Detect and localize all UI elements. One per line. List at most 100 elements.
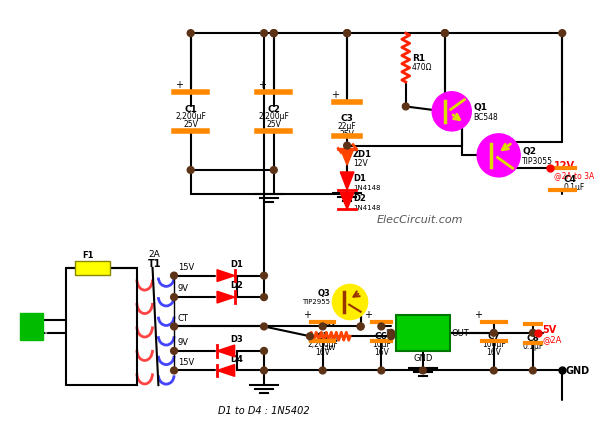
Text: 25V: 25V [266,120,281,129]
Circle shape [271,31,277,37]
Circle shape [432,92,471,132]
Text: 100μF: 100μF [482,339,506,348]
Text: D3: D3 [230,334,243,343]
Circle shape [307,333,313,340]
Text: IN: IN [385,329,394,338]
Text: 15V: 15V [178,357,194,366]
Text: ElecCircuit.com: ElecCircuit.com [377,215,464,224]
Text: 0.1μF: 0.1μF [563,183,584,192]
Text: 12V: 12V [554,161,575,171]
Circle shape [357,323,364,330]
Text: 25V: 25V [340,129,355,138]
Text: 2A: 2A [149,250,160,258]
Text: @2A: @2A [542,335,562,344]
Polygon shape [340,149,354,166]
Text: T1: T1 [148,258,161,268]
Text: 5V: 5V [542,324,557,334]
Text: D2: D2 [353,194,366,203]
Bar [396,315,450,351]
Text: +: + [175,80,183,89]
Bar [20,313,43,341]
Text: TIP2955: TIP2955 [302,298,331,304]
Text: R2: R2 [324,319,336,329]
Circle shape [529,367,536,374]
Circle shape [271,31,277,37]
Text: C4: C4 [563,174,576,183]
Text: 9V: 9V [178,337,189,346]
Circle shape [332,285,368,320]
Circle shape [442,31,448,37]
Polygon shape [217,365,235,376]
Text: C2: C2 [268,104,280,113]
Text: C8: C8 [526,334,539,343]
Text: C6: C6 [375,332,388,341]
Text: +: + [258,80,266,89]
Polygon shape [217,292,235,303]
Text: 2,200μF: 2,200μF [307,339,338,348]
Bar [75,261,110,275]
Circle shape [403,104,409,111]
Text: +: + [303,309,311,319]
Text: ZD1: ZD1 [353,150,372,159]
Text: @2A to 3A: @2A to 3A [554,171,595,180]
Text: 117V/230V: 117V/230V [14,329,49,334]
Text: D4: D4 [230,354,243,363]
Circle shape [319,367,326,374]
Text: C5: C5 [316,332,329,341]
Text: 22μF: 22μF [338,122,356,131]
Circle shape [477,135,520,178]
Text: OUT: OUT [452,329,469,338]
Circle shape [559,31,566,37]
Circle shape [260,294,268,301]
Text: AC in: AC in [20,319,43,328]
Text: BC548: BC548 [473,113,498,121]
Text: +: + [364,309,371,319]
Polygon shape [340,193,354,210]
Circle shape [170,367,178,374]
Circle shape [344,143,350,150]
Text: D1: D1 [353,174,366,183]
Polygon shape [217,270,235,282]
Circle shape [260,273,268,280]
Circle shape [260,367,268,374]
Circle shape [357,323,364,330]
Circle shape [187,167,194,174]
Text: 12V: 12V [353,159,368,168]
Text: Q1: Q1 [473,103,487,112]
Text: 1A Fuse: 1A Fuse [74,260,102,266]
Circle shape [260,323,268,330]
Circle shape [319,323,326,330]
Text: 10μF: 10μF [372,339,391,348]
Text: +: + [331,89,340,99]
Circle shape [442,31,448,37]
Circle shape [388,333,395,340]
Circle shape [529,330,536,336]
Text: 16V: 16V [487,347,501,356]
Circle shape [170,323,178,330]
Text: 1N4148: 1N4148 [353,204,380,210]
Circle shape [344,31,350,37]
Text: D1 to D4 : 1N5402: D1 to D4 : 1N5402 [218,405,310,415]
Text: 2,200μF: 2,200μF [175,112,206,121]
Circle shape [170,294,178,301]
Text: 1W: 1W [325,344,335,350]
Text: TIP3055: TIP3055 [522,157,553,166]
Text: Q2: Q2 [522,147,536,156]
Polygon shape [340,172,354,190]
Text: Q3: Q3 [318,288,331,297]
Text: D2: D2 [230,281,243,290]
Text: F1: F1 [82,250,94,259]
Text: 15V: 15V [178,262,194,271]
Circle shape [260,31,268,37]
Text: R1: R1 [412,54,425,63]
Circle shape [388,330,395,336]
Circle shape [378,367,385,374]
Circle shape [260,348,268,354]
Text: LM7805: LM7805 [406,333,439,342]
Circle shape [271,167,277,174]
Text: 3.3Ω: 3.3Ω [322,336,338,342]
Text: 2,200μF: 2,200μF [259,112,289,121]
Circle shape [490,330,497,336]
Circle shape [170,348,178,354]
Text: 0.1μF: 0.1μF [522,341,544,350]
